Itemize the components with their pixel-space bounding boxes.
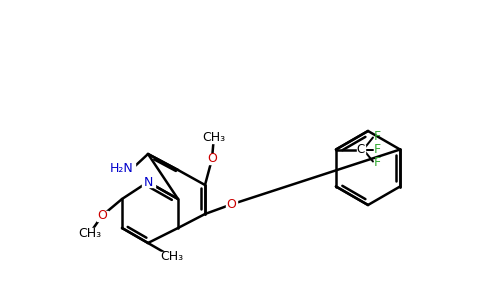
Text: O: O — [97, 209, 107, 222]
Bar — [76, 228, 103, 239]
Text: CH₃: CH₃ — [202, 130, 226, 143]
Text: H₂N: H₂N — [110, 163, 134, 176]
Bar — [141, 177, 154, 187]
Bar — [105, 163, 135, 173]
Text: F: F — [373, 143, 380, 156]
Text: F: F — [373, 156, 380, 169]
Bar — [97, 211, 107, 221]
Bar — [159, 251, 185, 262]
Text: CH₃: CH₃ — [78, 227, 101, 240]
Text: O: O — [207, 152, 217, 165]
Bar — [207, 154, 217, 164]
Text: N: N — [143, 176, 152, 188]
Bar — [226, 200, 237, 209]
Text: CH₃: CH₃ — [161, 250, 184, 263]
Text: O: O — [227, 198, 236, 211]
Bar — [201, 131, 227, 142]
Text: C: C — [357, 143, 365, 156]
Text: F: F — [373, 130, 380, 143]
Bar — [357, 145, 365, 154]
